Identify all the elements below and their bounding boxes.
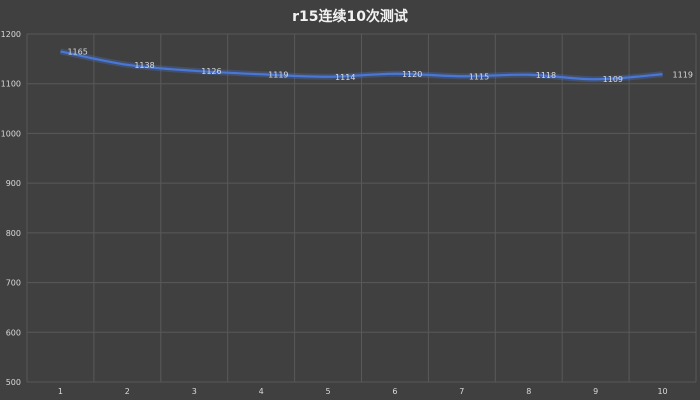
y-tick-label: 900 <box>6 179 21 188</box>
x-tick-label: 9 <box>593 387 598 396</box>
data-label: 1119 <box>268 70 288 79</box>
x-tick-label: 5 <box>326 387 331 396</box>
x-tick-label: 1 <box>58 387 63 396</box>
x-tick-label: 8 <box>526 387 531 396</box>
chart-title: r15连续10次测试 <box>292 9 408 25</box>
data-label: 1115 <box>469 72 489 81</box>
data-label: 1114 <box>335 73 355 82</box>
y-tick-label: 800 <box>6 229 21 238</box>
data-label: 1118 <box>536 71 556 80</box>
y-tick-label: 500 <box>6 378 21 387</box>
data-label: 1165 <box>67 47 87 56</box>
x-tick-label: 10 <box>657 387 667 396</box>
x-tick-label: 7 <box>459 387 464 396</box>
y-tick-label: 600 <box>6 328 21 337</box>
series-line <box>60 50 663 81</box>
data-label: 1126 <box>201 67 221 76</box>
data-label: 1138 <box>134 61 154 70</box>
data-label: 1120 <box>402 70 422 79</box>
y-tick-label: 1200 <box>1 30 21 39</box>
data-label: 1109 <box>603 75 623 84</box>
x-tick-label: 6 <box>392 387 397 396</box>
y-tick-label: 1100 <box>1 80 21 89</box>
y-tick-label: 1000 <box>1 129 21 138</box>
data-label: 1119 <box>673 70 693 79</box>
x-tick-label: 3 <box>192 387 197 396</box>
x-tick-label: 2 <box>125 387 130 396</box>
x-tick-label: 4 <box>259 387 264 396</box>
y-tick-label: 700 <box>6 279 21 288</box>
